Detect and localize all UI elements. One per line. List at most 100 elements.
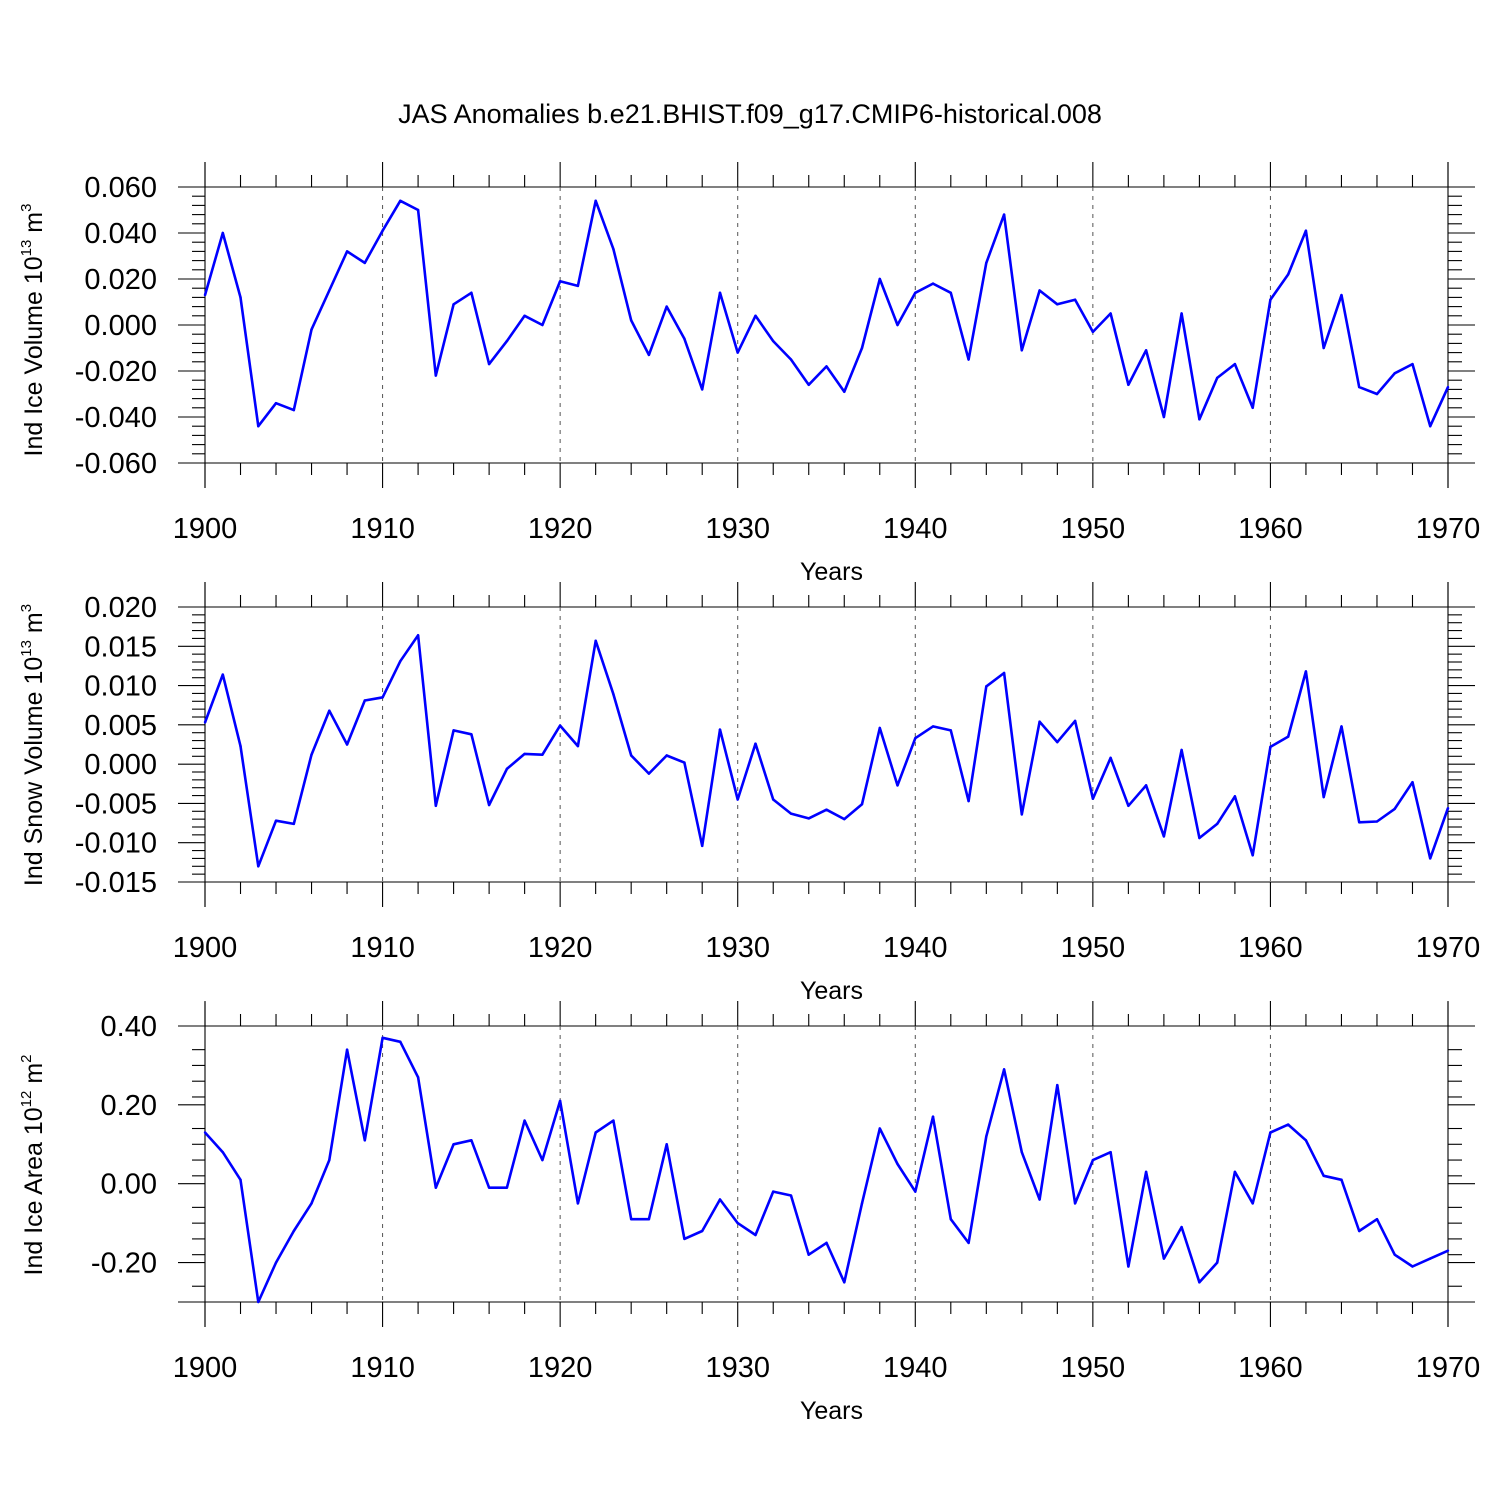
x-tick-label: 1960 <box>1238 932 1303 964</box>
data-point <box>292 822 295 826</box>
data-point <box>825 365 828 368</box>
y-tick-label: -0.010 <box>75 828 157 860</box>
series-line <box>204 1036 1449 1304</box>
data-point <box>914 291 917 294</box>
data-point <box>1358 821 1361 824</box>
data-point <box>807 817 810 820</box>
data-point <box>523 1119 526 1122</box>
data-point <box>221 673 224 676</box>
data-point <box>931 282 935 285</box>
data-point <box>487 803 491 807</box>
data-point <box>274 819 278 822</box>
data-point <box>523 752 526 756</box>
data-point <box>1162 1257 1166 1260</box>
data-point <box>239 296 242 299</box>
x-axis-label: Years <box>800 977 863 1005</box>
data-point <box>505 1186 509 1189</box>
data-point <box>1144 784 1148 787</box>
data-point <box>1358 385 1361 389</box>
data-point <box>949 729 952 732</box>
data-point <box>1056 740 1059 744</box>
data-point <box>701 844 704 848</box>
data-point <box>1340 293 1343 297</box>
data-point <box>203 1131 207 1134</box>
y-tick-label: -0.015 <box>75 867 157 899</box>
x-tick-label: 1950 <box>1061 513 1126 545</box>
data-point <box>1180 748 1183 752</box>
x-tick-label: 1920 <box>528 1352 593 1384</box>
data-point <box>1198 836 1201 840</box>
data-point <box>1340 1178 1343 1181</box>
data-point <box>541 753 544 756</box>
data-point <box>1109 1150 1112 1154</box>
data-point <box>985 1135 988 1138</box>
x-tick-label: 1900 <box>173 513 238 545</box>
data-point <box>505 339 509 343</box>
data-point <box>1304 1139 1308 1142</box>
data-point <box>310 1202 313 1205</box>
data-point <box>1251 854 1254 857</box>
data-point <box>1127 383 1130 386</box>
data-point <box>985 685 988 688</box>
y-tick-label: 0.20 <box>101 1090 157 1122</box>
data-point <box>1375 820 1379 823</box>
data-point <box>967 358 970 361</box>
data-point <box>896 323 899 327</box>
data-point <box>416 634 420 637</box>
data-point <box>345 250 349 253</box>
data-point <box>292 408 295 412</box>
data-point <box>1393 372 1396 375</box>
data-point <box>878 277 881 281</box>
y-axis-label: Ind Snow Volume 1013 m3 <box>18 604 48 886</box>
data-point <box>434 1186 438 1189</box>
data-point <box>914 1190 917 1193</box>
data-point <box>1198 418 1201 421</box>
data-point <box>452 303 455 306</box>
data-point <box>399 660 402 663</box>
data-point <box>754 314 757 317</box>
data-point <box>718 291 722 294</box>
data-point <box>381 229 384 232</box>
data-point <box>1251 406 1254 409</box>
data-point <box>807 383 810 386</box>
data-point <box>558 724 562 727</box>
data-point <box>665 305 668 308</box>
panel-1: 1900 1910 1920 1930 1940 1950 1960 1970 -0.060 -0… <box>18 162 1480 586</box>
data-point <box>789 1194 793 1197</box>
data-point <box>843 1281 846 1284</box>
data-point <box>274 402 278 405</box>
x-tick-label: 1970 <box>1416 513 1481 545</box>
data-point <box>1038 720 1041 723</box>
data-point <box>470 291 473 294</box>
data-point <box>1393 807 1396 811</box>
data-point <box>310 328 313 331</box>
data-point <box>203 721 207 724</box>
data-point <box>381 1036 384 1040</box>
data-point <box>1073 719 1077 723</box>
data-point <box>843 390 846 393</box>
y-tick-label: 0.020 <box>84 592 157 624</box>
x-tick-label: 1970 <box>1416 932 1481 964</box>
data-point <box>718 728 722 731</box>
data-point <box>1180 312 1183 315</box>
data-point <box>328 289 331 292</box>
data-point <box>1304 229 1308 232</box>
data-point <box>470 1139 473 1142</box>
data-point <box>487 362 491 366</box>
data-point <box>843 817 846 821</box>
data-point <box>1411 1265 1414 1268</box>
data-point <box>736 1221 739 1225</box>
x-tick-label: 1940 <box>883 1352 948 1384</box>
panel-2: 1900 1910 1920 1930 1940 1950 1960 1970 -0.015 -0… <box>18 582 1480 1005</box>
data-point <box>452 729 455 732</box>
data-point <box>665 754 668 757</box>
data-point <box>878 726 881 730</box>
x-tick-label: 1940 <box>883 513 948 545</box>
data-point <box>1073 1202 1077 1205</box>
chart-title: JAS Anomalies b.e21.BHIST.f09_g17.CMIP6-… <box>398 99 1102 129</box>
data-point <box>257 1300 260 1304</box>
data-point <box>1038 289 1041 292</box>
x-tick-label: 1930 <box>705 513 770 545</box>
data-point <box>718 1198 722 1201</box>
